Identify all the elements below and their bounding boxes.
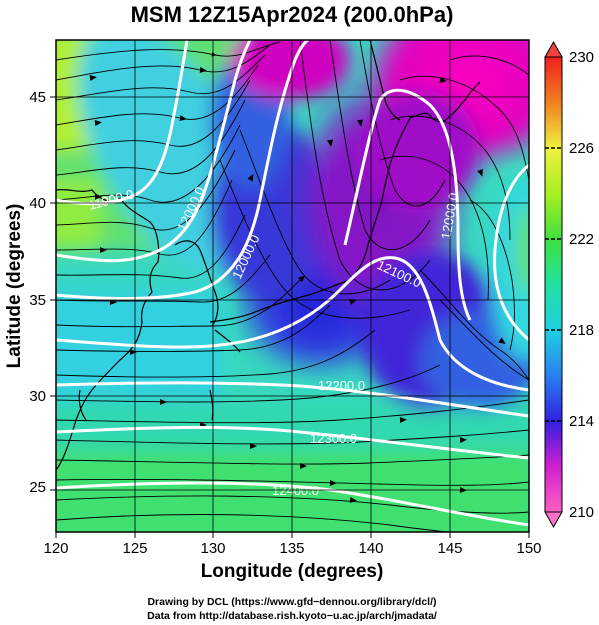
colorbar-tick-214: 214 bbox=[569, 413, 594, 430]
y-tick-35: 35 bbox=[29, 292, 46, 309]
contour-label-12400: 12400.0 bbox=[272, 483, 319, 498]
x-tick-120: 120 bbox=[43, 540, 68, 557]
y-tick-labels: 25 30 35 40 45 bbox=[29, 89, 46, 496]
x-tick-labels: 120 125 130 135 140 145 150 bbox=[43, 540, 541, 557]
contour-label-12200: 12200.0 bbox=[318, 378, 365, 393]
colorbar-lower-arrow bbox=[544, 511, 563, 529]
x-tick-135: 135 bbox=[279, 540, 304, 557]
y-tick-40: 40 bbox=[29, 195, 46, 212]
streamline-arrows bbox=[89, 67, 506, 503]
y-tick-25: 25 bbox=[29, 479, 46, 496]
grid-lines bbox=[56, 40, 529, 532]
x-tick-145: 145 bbox=[437, 540, 462, 557]
x-axis-label: Longitude (degrees) bbox=[201, 561, 384, 582]
y-tick-45: 45 bbox=[29, 89, 46, 106]
colorbar-upper-arrow bbox=[544, 40, 563, 58]
colorbar-tick-230: 230 bbox=[569, 49, 594, 66]
wind-streamlines bbox=[56, 40, 529, 532]
credit-data: Data from http://database.rish.kyoto−u.a… bbox=[147, 610, 437, 622]
colorbar-tick-218: 218 bbox=[569, 322, 594, 339]
x-tick-150: 150 bbox=[516, 540, 541, 557]
colorbar-tick-210: 210 bbox=[569, 504, 594, 521]
colorbar: 210 214 218 222 226 230 bbox=[544, 40, 594, 529]
axis-tick-marks bbox=[50, 96, 530, 538]
x-tick-140: 140 bbox=[358, 540, 383, 557]
colorbar-tick-222: 222 bbox=[569, 231, 594, 248]
y-tick-30: 30 bbox=[29, 388, 46, 405]
map-title: MSM 12Z15Apr2024 (200.0hPa) bbox=[131, 2, 454, 27]
colorbar-tick-226: 226 bbox=[569, 140, 594, 157]
x-tick-130: 130 bbox=[200, 540, 225, 557]
credit-drawing: Drawing by DCL (https://www.gfd−dennou.o… bbox=[147, 596, 436, 608]
contour-label-12300: 12300.0 bbox=[310, 431, 357, 446]
y-axis-label: Latitude (degrees) bbox=[4, 204, 25, 369]
colorbar-body bbox=[544, 56, 563, 513]
x-tick-125: 125 bbox=[122, 540, 147, 557]
